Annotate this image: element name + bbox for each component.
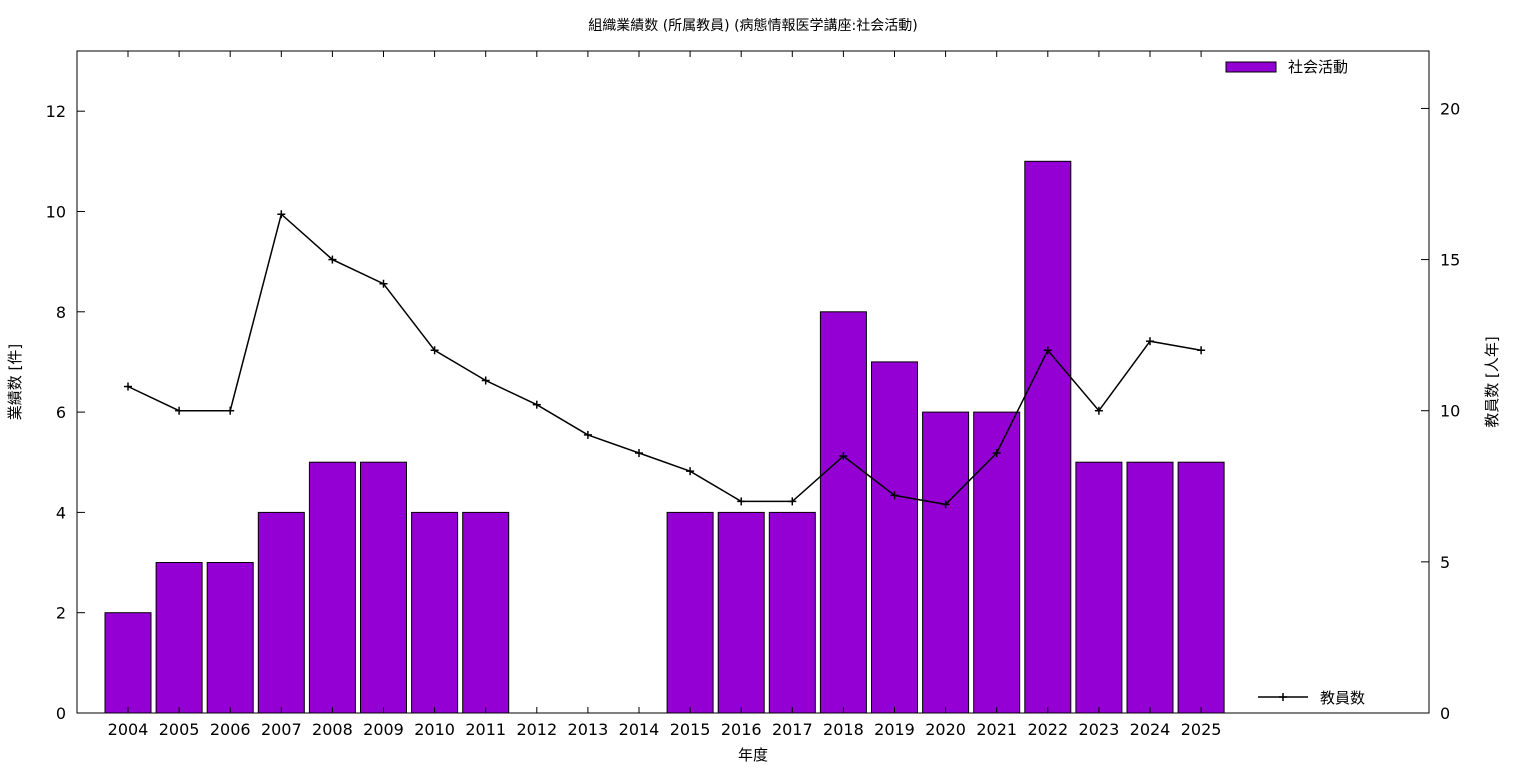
y-tick-label-2: 2 — [56, 604, 66, 623]
bar-2015 — [666, 511, 714, 714]
y2-axis-label: 教員数 [人年] — [1483, 336, 1501, 427]
y2-tick-label-15: 15 — [1440, 251, 1460, 270]
plot-frame — [76, 50, 1430, 714]
y-axis-label: 業績数 [件] — [6, 344, 24, 420]
x-tick-label-2024: 2024 — [1130, 720, 1171, 739]
x-tick-label-2021: 2021 — [976, 720, 1017, 739]
line-point-2013 — [583, 430, 592, 439]
axes-layer: 2004 2005 2006 2007 2008 2009 2010 2011 2012 2013… — [46, 51, 1460, 739]
bar-2022 — [1024, 160, 1072, 714]
bar-2023 — [1075, 461, 1123, 714]
y-tick-label-0: 0 — [56, 704, 66, 723]
line-point-2015 — [686, 467, 695, 476]
bar-2024 — [1126, 461, 1174, 714]
x-tick-label-2017: 2017 — [772, 720, 813, 739]
x-tick-label-2013: 2013 — [568, 720, 609, 739]
x-tick-label-2016: 2016 — [721, 720, 762, 739]
y2-tick-label-20: 20 — [1440, 99, 1460, 118]
bar-2021 — [973, 411, 1021, 714]
bar-2010 — [411, 511, 459, 714]
line-point-2008 — [328, 255, 337, 264]
line-point-2023 — [1094, 406, 1103, 415]
bar-2016 — [717, 511, 765, 714]
y-tick-label-6: 6 — [56, 403, 66, 422]
x-tick-label-2019: 2019 — [874, 720, 915, 739]
y2-tick-label-0: 0 — [1440, 704, 1450, 723]
chart-title: 組織業績数 (所属教員) (病態情報医学講座:社会活動) — [588, 18, 917, 34]
bar-2009 — [360, 461, 407, 714]
bar-2005 — [155, 562, 203, 714]
line-point-2018 — [839, 452, 848, 461]
line-point-2011 — [481, 376, 490, 385]
x-tick-label-2014: 2014 — [619, 720, 660, 739]
line-point-2014 — [635, 449, 643, 458]
x-tick-label-2018: 2018 — [823, 720, 864, 739]
bar-2019 — [871, 361, 918, 714]
line-point-2021 — [992, 449, 1001, 458]
line-point-2010 — [430, 346, 439, 355]
bars-layer — [104, 160, 1225, 714]
bar-2017 — [768, 511, 816, 714]
bar-2007 — [257, 511, 305, 714]
y-tick-label-12: 12 — [46, 102, 66, 121]
line-point-2017 — [788, 497, 797, 506]
y-tick-label-4: 4 — [56, 503, 66, 522]
x-tick-label-2006: 2006 — [210, 720, 251, 739]
legend-line: 教員数 — [1258, 689, 1365, 707]
bar-2018 — [819, 311, 867, 714]
legend-bar-label: 社会活動 — [1288, 58, 1348, 76]
x-tick-label-2009: 2009 — [363, 720, 404, 739]
y2-tick-label-5: 5 — [1440, 553, 1450, 572]
x-tick-label-2011: 2011 — [465, 720, 506, 739]
line-point-2016 — [737, 497, 746, 506]
line-point-2004 — [124, 382, 132, 391]
line-point-2007 — [277, 210, 286, 219]
line-point-2005 — [175, 406, 184, 415]
y-tick-label-10: 10 — [46, 202, 66, 221]
line-layer — [124, 210, 1206, 509]
faculty-count-line — [127, 212, 1202, 506]
x-tick-label-2010: 2010 — [414, 720, 455, 739]
line-point-2020 — [941, 500, 950, 509]
bar-2025 — [1177, 461, 1225, 714]
line-point-2009 — [379, 279, 388, 288]
line-point-2019 — [890, 491, 899, 500]
line-point-2024 — [1146, 337, 1154, 346]
bar-2004 — [104, 612, 152, 714]
x-axis-label: 年度 — [738, 746, 768, 764]
y-tick-label-8: 8 — [56, 303, 66, 322]
y2-tick-label-10: 10 — [1440, 402, 1460, 421]
x-tick-label-2022: 2022 — [1027, 720, 1068, 739]
x-tick-label-2008: 2008 — [312, 720, 353, 739]
bar-2011 — [462, 511, 510, 714]
line-point-2025 — [1197, 346, 1206, 355]
x-tick-label-2020: 2020 — [925, 720, 966, 739]
x-tick-label-2012: 2012 — [516, 720, 557, 739]
line-point-2006 — [226, 406, 235, 415]
bar-2020 — [922, 411, 970, 714]
bar-2006 — [206, 562, 254, 714]
legend-line-label: 教員数 — [1320, 689, 1365, 707]
line-point-2022 — [1043, 346, 1052, 355]
x-tick-label-2015: 2015 — [670, 720, 711, 739]
bar-2008 — [308, 461, 356, 714]
x-tick-label-2004: 2004 — [108, 720, 149, 739]
x-tick-label-2005: 2005 — [159, 720, 200, 739]
legend-bars: 社会活動 — [1225, 58, 1348, 76]
x-tick-label-2007: 2007 — [261, 720, 302, 739]
x-tick-label-2023: 2023 — [1079, 720, 1120, 739]
legend-bar-swatch — [1225, 61, 1277, 73]
line-point-2012 — [532, 400, 541, 409]
x-tick-label-2025: 2025 — [1181, 720, 1222, 739]
